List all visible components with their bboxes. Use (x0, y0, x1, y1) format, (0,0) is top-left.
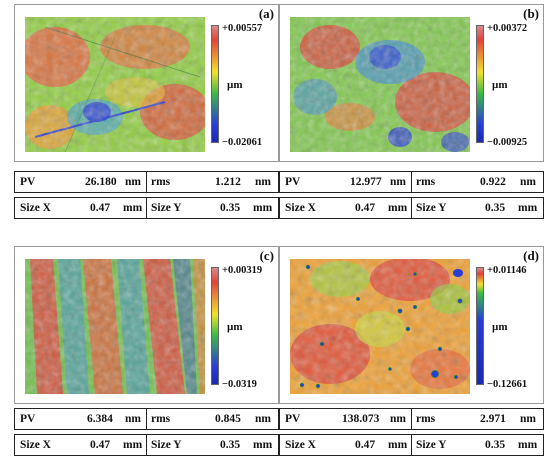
rms-value: 0.922 (480, 176, 506, 188)
pv-value: 12.977 (350, 176, 382, 188)
size-x-value: 0.47 (90, 202, 111, 214)
colorbar-min-label: −0.02061 (222, 137, 263, 148)
size-y-unit: mm (253, 202, 273, 214)
surface-height-map (25, 259, 205, 394)
pv-value: 26.180 (85, 176, 117, 188)
colorbar-unit-label: µm (227, 79, 243, 91)
size-y-value: 0.35 (220, 439, 241, 451)
size-row: Size X 0.47 mm Size Y 0.35 mm (14, 197, 279, 219)
colorbar-min-label: −0.00925 (487, 137, 528, 148)
colorbar-max-label: +0.00557 (222, 23, 263, 34)
colorbar (211, 267, 219, 385)
panel-label: (a) (258, 6, 274, 21)
rms-label: rms (416, 176, 436, 188)
colorbar-min-label: −0.12661 (487, 379, 528, 390)
size-y-label: Size Y (416, 202, 447, 214)
size-y-unit: mm (518, 202, 538, 214)
size-x-label: Size X (20, 202, 51, 214)
size-row: Size X 0.47 mm Size Y 0.35 mm (279, 197, 544, 219)
colorbar-max-label: +0.01146 (487, 265, 527, 276)
colorbar-max-label: +0.00372 (487, 23, 528, 34)
rms-label: rms (416, 413, 436, 425)
stats-row: PV 12.977 nm rms 0.922 nm (279, 171, 544, 193)
rms-unit: nm (255, 413, 271, 425)
surface-height-map (290, 17, 470, 152)
stats-row: PV 26.180 nm rms 1.212 nm (14, 171, 279, 193)
rms-unit: nm (520, 413, 536, 425)
panel-label: (c) (259, 248, 274, 263)
rms-value: 2.971 (480, 413, 506, 425)
size-y-unit: mm (253, 439, 273, 451)
stats-row: PV 138.073 nm rms 2.971 nm (279, 408, 544, 430)
surface-height-map (290, 259, 470, 394)
pv-label: PV (20, 176, 36, 188)
colorbar-unit-label: µm (492, 79, 508, 91)
size-y-value: 0.35 (220, 202, 241, 214)
size-x-label: Size X (285, 439, 316, 451)
colorbar-max-label: +0.00319 (222, 265, 263, 276)
size-x-value: 0.47 (355, 202, 376, 214)
rms-unit: nm (520, 176, 536, 188)
size-y-label: Size Y (151, 202, 182, 214)
pv-unit: nm (125, 176, 141, 188)
pv-value: 6.384 (87, 413, 113, 425)
rms-label: rms (151, 176, 171, 188)
colorbar-min-label: −0.0319 (222, 379, 257, 390)
surface-image-box: +0.01146 µm −0.12661 (d) (279, 246, 544, 404)
size-x-label: Size X (285, 202, 316, 214)
colorbar (476, 25, 484, 143)
panel-label: (b) (523, 6, 539, 21)
colorbar-unit-label: µm (492, 321, 508, 333)
stats-row: PV 6.384 nm rms 0.845 nm (14, 408, 279, 430)
pv-label: PV (285, 413, 301, 425)
size-y-label: Size Y (151, 439, 182, 451)
pv-unit: nm (390, 413, 406, 425)
rms-value: 0.845 (215, 413, 241, 425)
size-x-unit: mm (123, 202, 143, 214)
size-y-value: 0.35 (485, 202, 506, 214)
rms-value: 1.212 (215, 176, 241, 188)
size-row: Size X 0.47 mm Size Y 0.35 mm (279, 434, 544, 456)
pv-unit: nm (125, 413, 141, 425)
size-row: Size X 0.47 mm Size Y 0.35 mm (14, 434, 279, 456)
size-x-unit: mm (123, 439, 143, 451)
surface-height-map (25, 17, 205, 152)
rms-unit: nm (255, 176, 271, 188)
size-x-value: 0.47 (355, 439, 376, 451)
pv-label: PV (20, 413, 36, 425)
colorbar (476, 267, 484, 385)
panel-label: (d) (523, 248, 539, 263)
surface-image-box: +0.00372 µm −0.00925 (b) (279, 4, 544, 162)
size-x-unit: mm (388, 439, 408, 451)
pv-value: 138.073 (342, 413, 380, 425)
size-y-unit: mm (518, 439, 538, 451)
size-y-label: Size Y (416, 439, 447, 451)
size-y-value: 0.35 (485, 439, 506, 451)
pv-unit: nm (390, 176, 406, 188)
colorbar (211, 25, 219, 143)
rms-label: rms (151, 413, 171, 425)
surface-image-box: +0.00557 µm −0.02061 (a) (14, 4, 279, 162)
colorbar-unit-label: µm (227, 321, 243, 333)
size-x-unit: mm (388, 202, 408, 214)
surface-image-box: +0.00319 µm −0.0319 (c) (14, 246, 279, 404)
size-x-value: 0.47 (90, 439, 111, 451)
size-x-label: Size X (20, 439, 51, 451)
pv-label: PV (285, 176, 301, 188)
